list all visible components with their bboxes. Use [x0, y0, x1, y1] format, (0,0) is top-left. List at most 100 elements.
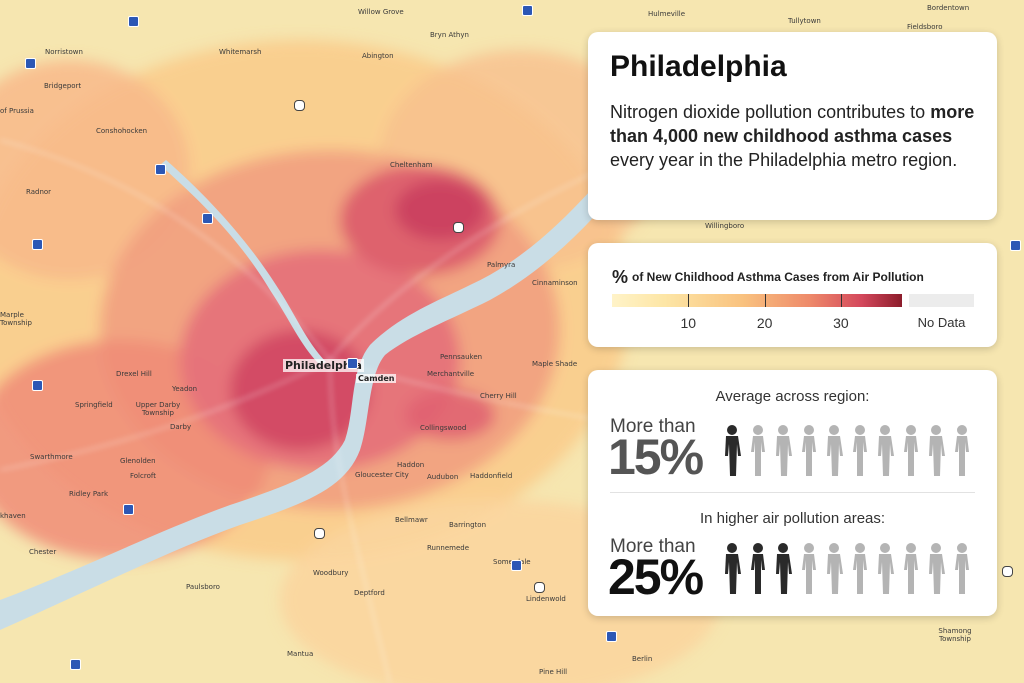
- stat-heading-region: Average across region:: [715, 388, 870, 405]
- child-figure-icon: [954, 425, 969, 476]
- place-label: Tullytown: [788, 17, 821, 25]
- place-label: Radnor: [26, 188, 52, 196]
- stat-heading-high-pollution: In higher air pollution areas:: [699, 510, 886, 527]
- place-label: Glenolden: [120, 457, 156, 465]
- city-label-camden: Camden: [356, 374, 397, 383]
- child-figure-icon: [903, 543, 918, 594]
- child-figure-icon: [852, 425, 867, 476]
- place-label: Barrington: [449, 521, 487, 529]
- place-label: Merchantville: [427, 370, 475, 378]
- child-figure-icon: [827, 425, 843, 476]
- stats-card: Average across region: More than 15% In …: [588, 370, 997, 616]
- child-figure-highlighted-icon: [725, 425, 741, 476]
- stat-value-region: 15%: [608, 429, 704, 485]
- place-label: Whitemarsh: [219, 48, 262, 56]
- road: [0, 139, 331, 361]
- place-label: Maple Shade: [532, 360, 578, 368]
- child-figure-icon: [776, 425, 792, 476]
- highway-shield-icon: [347, 358, 358, 369]
- place-label: Lindenwold: [526, 595, 566, 603]
- place-label: Bellmawr: [395, 516, 428, 524]
- stat-prefix-region: More than: [610, 416, 696, 437]
- description-highlight: more than 4,000 new childhood asthma cas…: [610, 102, 975, 146]
- highway-shield-icon: [70, 659, 81, 670]
- delaware-river: [0, 160, 630, 630]
- place-label: Collingswood: [420, 424, 467, 432]
- highway-shield-icon: [128, 16, 139, 27]
- place-label: Marple Township: [0, 311, 33, 327]
- legend-tick-label: 30: [833, 315, 849, 331]
- place-label: Pennsauken: [440, 353, 483, 361]
- child-figure-icon: [827, 543, 843, 594]
- legend-title: % of New Childhood Asthma Cases from Air …: [612, 267, 924, 288]
- highway-shield-icon: [534, 582, 545, 593]
- place-label: Folcroft: [130, 472, 156, 480]
- road: [329, 169, 601, 361]
- highway-shield-icon: [1002, 566, 1013, 577]
- description-tail: every year in the Philadelphia metro reg…: [610, 150, 958, 170]
- place-label: of Prussia: [0, 107, 34, 115]
- place-label: Abington: [362, 52, 394, 60]
- children-figures-region: [722, 424, 974, 478]
- legend-color-ramp: [612, 294, 902, 307]
- highway-shield-icon: [155, 164, 166, 175]
- page-title: Philadelphia: [610, 50, 787, 83]
- highway-shield-icon: [606, 631, 617, 642]
- stat-value-high-pollution: 25%: [608, 549, 704, 605]
- place-label: Woodbury: [313, 569, 349, 577]
- highway-shield-icon: [453, 222, 464, 233]
- place-label: Hulmeville: [648, 10, 686, 18]
- place-label: Darby: [170, 423, 192, 431]
- highway-shield-icon: [294, 100, 305, 111]
- place-label: Palmyra: [487, 261, 516, 269]
- legend-tick: [764, 294, 766, 307]
- child-figure-icon: [878, 425, 894, 476]
- child-figure-icon: [852, 543, 867, 594]
- child-figure-icon: [750, 425, 765, 476]
- place-label: Runnemede: [427, 544, 470, 552]
- place-label: Bridgeport: [44, 82, 82, 90]
- highway-shield-icon: [32, 380, 43, 391]
- legend-tick: [840, 294, 842, 307]
- place-label: Swarthmore: [30, 453, 73, 461]
- place-label: khaven: [0, 512, 26, 520]
- child-figure-highlighted-icon: [725, 543, 741, 594]
- highway-shield-icon: [202, 213, 213, 224]
- place-label: Fieldsboro: [907, 23, 943, 31]
- legend-card: % of New Childhood Asthma Cases from Air …: [588, 243, 997, 347]
- place-label: Chester: [29, 548, 57, 556]
- pollution-layer-low: [0, 60, 190, 280]
- highway-shield-icon: [511, 560, 522, 571]
- child-figure-icon: [801, 425, 816, 476]
- highway-shield-icon: [1010, 240, 1021, 251]
- child-figure-icon: [801, 543, 816, 594]
- place-label: Haddonfield: [470, 472, 513, 480]
- no-data-label: No Data: [917, 315, 966, 330]
- child-figure-icon: [878, 543, 894, 594]
- legend-tick-label: 20: [756, 315, 773, 331]
- no-data-swatch: [909, 294, 974, 307]
- place-label: Mantua: [287, 650, 314, 658]
- road: [329, 359, 391, 683]
- child-figure-highlighted-icon: [776, 543, 792, 594]
- place-label: Cherry Hill: [480, 392, 517, 400]
- child-figure-highlighted-icon: [750, 543, 765, 594]
- place-label: Bordentown: [927, 4, 970, 12]
- place-label: Norristown: [45, 48, 83, 56]
- place-label: Pine Hill: [539, 668, 568, 676]
- place-label: Audubon: [427, 473, 459, 481]
- legend-tick-label: 10: [680, 315, 697, 331]
- place-label: Paulsboro: [186, 583, 220, 591]
- title-card: Philadelphia Nitrogen dioxide pollution …: [588, 32, 997, 220]
- highway-shield-icon: [314, 528, 325, 539]
- pollution-layer-high: [405, 390, 495, 440]
- place-label: Shamong Township: [938, 627, 972, 643]
- schuylkill-river: [160, 160, 326, 365]
- place-label: Gloucester City: [355, 471, 409, 479]
- place-label: Conshohocken: [96, 127, 148, 135]
- highway-shield-icon: [25, 58, 36, 69]
- city-label-philadelphia: Philadelphia: [283, 359, 364, 372]
- place-label: Deptford: [354, 589, 385, 597]
- description-lead: Nitrogen dioxide pollution contributes t…: [610, 102, 931, 122]
- legend-title-text: of New Childhood Asthma Cases from Air P…: [632, 270, 924, 284]
